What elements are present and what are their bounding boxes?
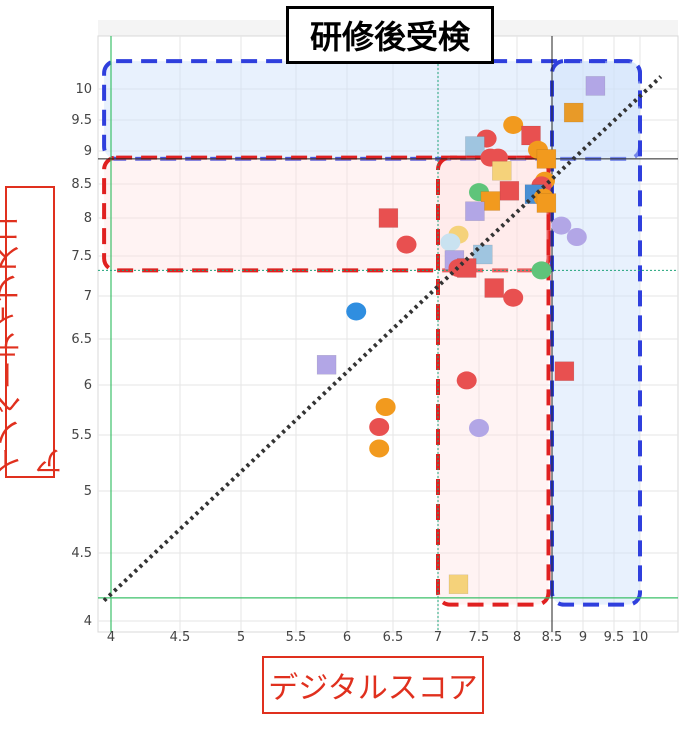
y-axis-label-box: イノベーティブスコア: [0, 186, 68, 478]
square-point: [499, 181, 520, 201]
x-tick-label: 9: [579, 630, 587, 645]
y-tick-label: 9.5: [71, 113, 92, 128]
data-points: [316, 76, 606, 595]
y-tick-label: 9: [84, 144, 92, 159]
circle-point: [346, 302, 367, 321]
square-point: [448, 574, 469, 595]
square-point: [554, 361, 575, 381]
x-tick-label: 7.5: [469, 630, 490, 645]
circle-point: [503, 115, 524, 134]
diagonal-dotted-line: [102, 75, 663, 603]
x-tick-label: 7: [434, 630, 442, 645]
x-axis-label: デジタルスコア: [262, 656, 484, 714]
square-point: [480, 191, 501, 211]
circle-point: [551, 216, 572, 235]
square-point: [492, 161, 512, 181]
threshold-lines: [98, 36, 678, 632]
square-point: [563, 102, 584, 123]
y-tick-label: 4: [84, 614, 92, 629]
y-tick-label: 8.5: [71, 177, 92, 192]
x-tick-label: 5: [237, 630, 245, 645]
y-tick-label: 5.5: [71, 428, 92, 443]
x-tick-label: 9.5: [604, 630, 625, 645]
x-tick-label: 4: [107, 630, 115, 645]
y-tick-label: 6: [84, 378, 92, 393]
x-tick-label: 5.5: [286, 630, 307, 645]
square-point: [465, 201, 485, 221]
square-point: [378, 208, 399, 228]
square-point: [465, 136, 485, 156]
circle-point: [369, 439, 390, 458]
tick-labels: 4 4.5 5 5.5 6 6.5 7 7.5 8 8.5 9 9.5 10 4 4.5 5 5.5 6 6.5 7 7…: [71, 82, 648, 645]
region-center-band: [436, 155, 551, 607]
y-tick-label: 10: [75, 82, 92, 97]
y-tick-label: 6.5: [71, 332, 92, 347]
y-axis-label: イノベーティブスコア: [0, 215, 68, 476]
diagonal-reference-line: [102, 75, 663, 603]
y-tick-label: 5: [84, 484, 92, 499]
x-tick-label: 8.5: [542, 630, 563, 645]
x-tick-label: 6.5: [383, 630, 404, 645]
y-tick-label: 8: [84, 211, 92, 226]
square-point: [536, 149, 557, 169]
circle-point: [375, 398, 396, 416]
y-tick-label: 4.5: [71, 546, 92, 561]
chart-title: 研修後受検: [286, 6, 494, 64]
circle-point: [369, 418, 390, 436]
plot-area: [97, 35, 679, 633]
y-tick-label: 7: [84, 289, 92, 304]
circle-point: [469, 419, 489, 437]
circle-point: [440, 233, 461, 252]
circle-point: [396, 235, 417, 254]
x-tick-label: 6: [343, 630, 351, 645]
y-tick-label: 7.5: [71, 249, 92, 264]
square-point: [585, 76, 606, 96]
x-tick-label: 8: [513, 630, 521, 645]
circle-point: [566, 228, 587, 246]
x-tick-label: 4.5: [170, 630, 191, 645]
circle-point: [456, 371, 477, 390]
circle-point: [531, 261, 552, 280]
circle-point: [503, 288, 524, 307]
x-tick-label: 10: [632, 630, 649, 645]
square-point: [484, 278, 504, 298]
square-point: [536, 193, 557, 213]
region-right-band: [550, 59, 642, 607]
square-point: [316, 355, 337, 375]
